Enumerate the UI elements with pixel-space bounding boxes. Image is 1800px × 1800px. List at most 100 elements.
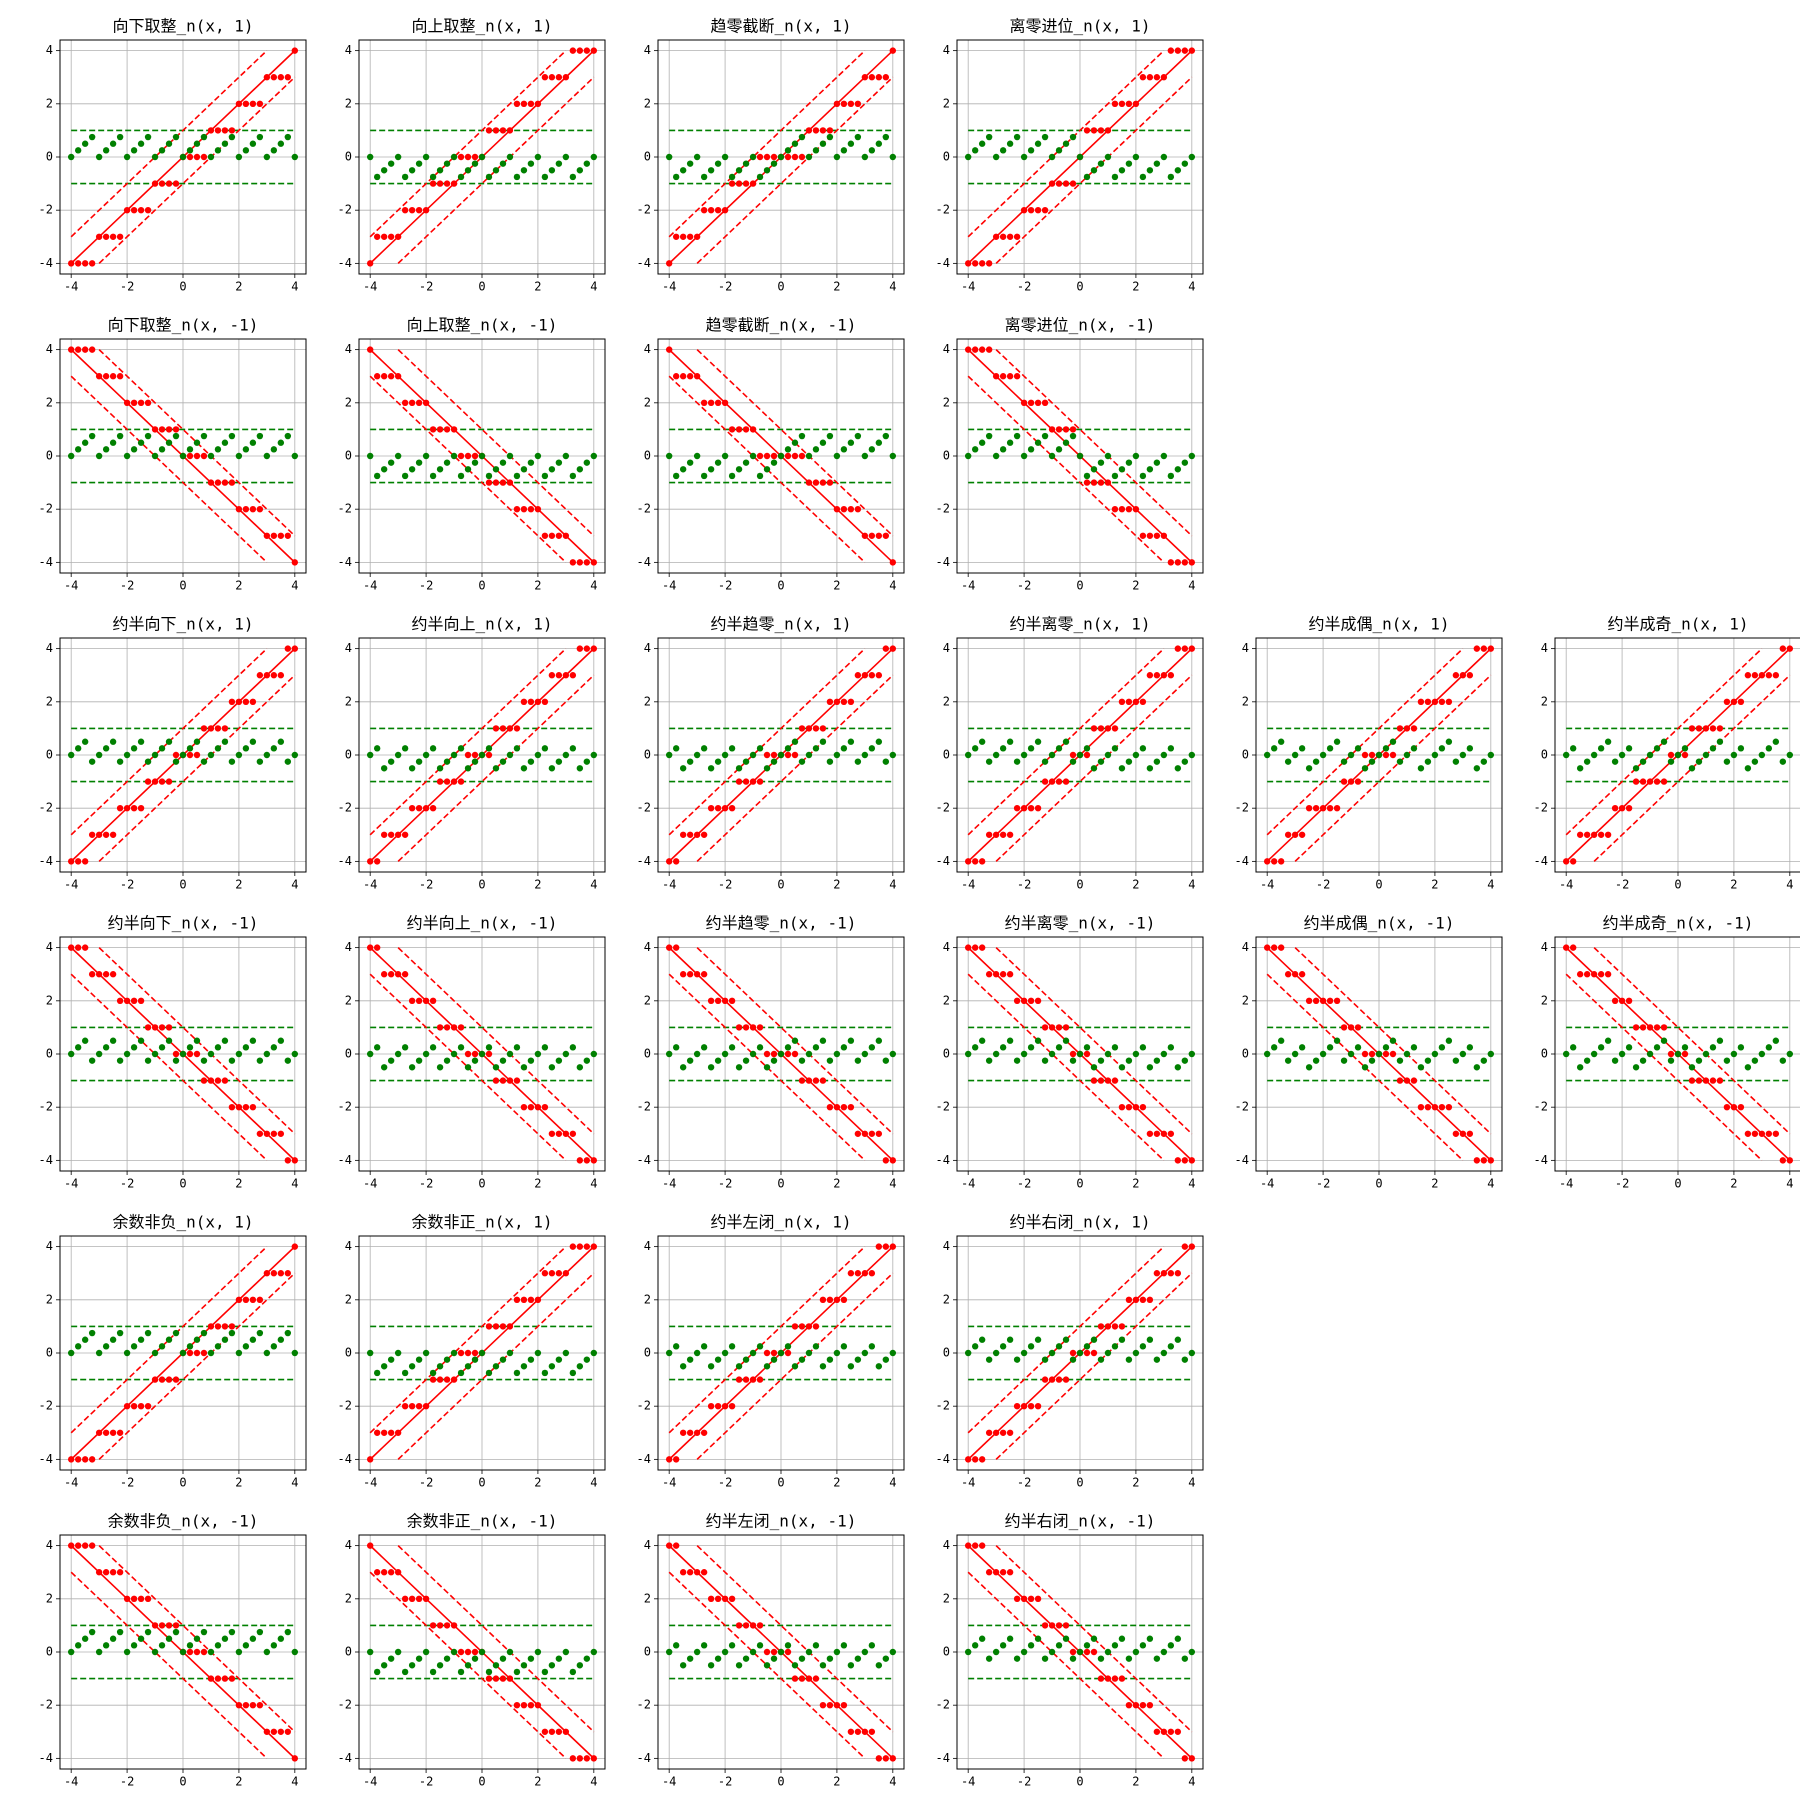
remainder-point [686, 758, 694, 765]
y-tick-label: 4 [46, 43, 53, 57]
remainder-point [88, 133, 96, 141]
y-tick-label: -4 [637, 555, 651, 569]
remainder-point [256, 133, 264, 141]
quotient-point [193, 1050, 201, 1058]
y-tick-label: 4 [943, 43, 950, 57]
quotient-point [74, 944, 82, 951]
x-tick-label: -4 [64, 280, 78, 294]
y-tick-label: -2 [1235, 1100, 1249, 1114]
remainder-point [1027, 446, 1035, 453]
remainder-point [1786, 751, 1794, 759]
quotient-point [499, 479, 507, 486]
remainder-point [179, 1050, 187, 1058]
remainder-point [1298, 745, 1306, 752]
y-tick-label: 4 [644, 1538, 651, 1552]
y-tick-label: 2 [46, 993, 53, 1007]
quotient-point [693, 1569, 701, 1576]
quotient-point [700, 206, 708, 214]
remainder-point [506, 751, 514, 759]
quotient-point [749, 426, 757, 433]
quotient-point [109, 373, 117, 380]
quotient-point [534, 100, 542, 108]
remainder-point [151, 1349, 159, 1357]
remainder-point [1270, 1044, 1278, 1051]
y-tick-label: 0 [345, 1047, 352, 1061]
remainder-point [401, 1668, 409, 1676]
remainder-point [1576, 765, 1584, 772]
remainder-point [1188, 1648, 1196, 1656]
quotient-point [151, 1622, 159, 1629]
remainder-point [541, 173, 549, 181]
remainder-point [805, 153, 813, 161]
x-tick-label: -4 [662, 1476, 676, 1490]
remainder-point [1625, 745, 1633, 752]
quotient-point [854, 100, 862, 108]
remainder-point [992, 1648, 1000, 1656]
y-tick-label: -4 [39, 854, 53, 868]
quotient-point [1034, 1595, 1042, 1603]
quotient-point [889, 1243, 897, 1250]
remainder-point [819, 1363, 827, 1370]
remainder-point [513, 472, 521, 480]
remainder-point [590, 1648, 598, 1656]
remainder-point [679, 1662, 687, 1669]
quotient-point [1174, 645, 1182, 652]
quotient-point [186, 153, 194, 161]
remainder-point [1118, 167, 1126, 174]
remainder-point [1160, 452, 1168, 460]
quotient-point [1048, 1376, 1056, 1383]
remainder-point [527, 1356, 535, 1363]
remainder-point [109, 439, 117, 446]
remainder-point [548, 167, 556, 174]
quotient-point [214, 479, 222, 486]
y-tick-label: 2 [943, 395, 950, 409]
quotient-point [978, 1456, 986, 1463]
quotient-point [471, 1050, 479, 1058]
remainder-point [429, 472, 437, 480]
remainder-point [1153, 1356, 1161, 1363]
x-tick-label: -4 [64, 1177, 78, 1191]
remainder-point [826, 1356, 834, 1363]
remainder-point [1779, 1057, 1787, 1064]
subplot-title: 离零进位_n(x, 1) [1009, 17, 1150, 36]
quotient-point [1625, 997, 1633, 1005]
remainder-point [763, 466, 771, 473]
quotient-point [819, 127, 827, 134]
remainder-point [1562, 1050, 1570, 1058]
quotient-point [770, 751, 778, 759]
remainder-point [291, 1648, 299, 1656]
y-tick-label: 2 [345, 993, 352, 1007]
remainder-point [1167, 472, 1175, 480]
remainder-point [749, 1648, 757, 1656]
y-tick-label: -4 [637, 1751, 651, 1765]
y-tick-label: 4 [1541, 641, 1548, 655]
remainder-point [992, 452, 1000, 460]
remainder-point [214, 1642, 222, 1649]
quotient-point [1034, 399, 1042, 407]
y-tick-label: -4 [1534, 1153, 1548, 1167]
remainder-point [242, 1044, 250, 1051]
x-tick-label: -2 [718, 1177, 732, 1191]
reference-diagonal [1565, 973, 1763, 1161]
remainder-point [541, 472, 549, 480]
remainder-point [1765, 745, 1773, 752]
remainder-point [527, 1655, 535, 1662]
quotient-point [457, 1024, 465, 1031]
x-tick-label: -4 [1260, 1177, 1274, 1191]
remainder-point [144, 133, 152, 141]
remainder-point [555, 160, 563, 167]
remainder-point [840, 446, 848, 453]
quotient-point [1055, 1622, 1063, 1629]
quotient-point [1132, 505, 1140, 513]
quotient-point [408, 1595, 416, 1603]
remainder-point [1041, 758, 1049, 765]
quotient-point [527, 100, 535, 108]
remainder-point [1326, 745, 1334, 752]
remainder-point [415, 1356, 423, 1363]
remainder-point [861, 751, 869, 759]
quotient-point [1125, 100, 1133, 108]
remainder-point [1375, 1050, 1383, 1058]
quotient-point [978, 260, 986, 267]
